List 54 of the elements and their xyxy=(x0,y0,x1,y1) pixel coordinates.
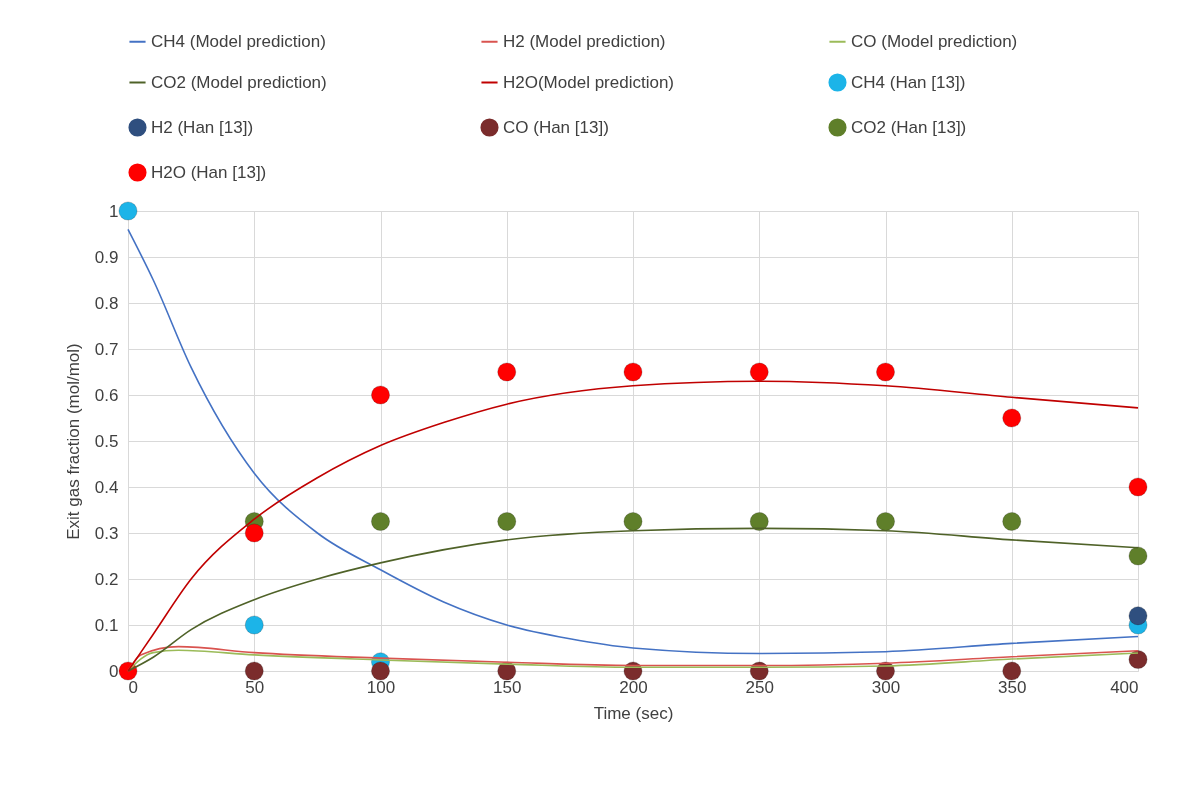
y-tick-label: 0.4 xyxy=(94,477,119,497)
x-tick-label: 100 xyxy=(366,677,396,697)
point xyxy=(623,512,643,531)
point xyxy=(497,512,517,531)
legend-label: CO2 (Model prediction) xyxy=(151,72,327,92)
legend-label: CH4 (Model prediction) xyxy=(151,31,326,51)
y-tick-label: 0.8 xyxy=(94,293,119,313)
x-tick-label: 150 xyxy=(493,677,522,697)
y-tick-label: 0.9 xyxy=(94,247,119,267)
legend-label: H2O(Model prediction) xyxy=(503,72,675,92)
y-tick-label: 0.7 xyxy=(94,339,119,359)
y-axis-title: Exit gas fraction (mol/mol) xyxy=(63,343,83,540)
point xyxy=(244,523,264,543)
legend-label: H2O (Han [13]) xyxy=(151,162,267,182)
x-tick-label: 400 xyxy=(1110,677,1139,697)
point xyxy=(749,512,769,531)
legend-label: H2 (Model prediction) xyxy=(503,31,666,51)
point xyxy=(1128,606,1148,626)
legend-label: CO (Model prediction) xyxy=(851,31,1018,51)
legend-label: H2 (Han [13]) xyxy=(151,117,254,137)
point xyxy=(1128,650,1148,669)
y-tick-label: 0.5 xyxy=(94,431,119,451)
point xyxy=(876,512,895,531)
x-axis-title: Time (sec) xyxy=(593,703,674,723)
legend-label: CO2 (Han [13]) xyxy=(851,117,967,137)
legend-label: CH4 (Han [13]) xyxy=(851,72,966,92)
point xyxy=(118,201,138,221)
y-tick-label: 0.2 xyxy=(94,569,119,589)
point xyxy=(371,385,390,405)
y-tick-label: 0 xyxy=(109,661,119,681)
point xyxy=(1128,546,1148,566)
point xyxy=(623,362,643,382)
point xyxy=(244,615,264,635)
point xyxy=(497,362,517,382)
x-tick-label: 50 xyxy=(245,677,265,697)
y-tick-label: 1 xyxy=(109,201,119,221)
point xyxy=(1128,477,1148,497)
point xyxy=(1002,512,1022,531)
point xyxy=(371,512,390,531)
y-tick-label: 0.3 xyxy=(94,523,119,543)
point xyxy=(1002,661,1022,681)
x-tick-label: 300 xyxy=(871,677,901,697)
legend-label: CO (Han [13]) xyxy=(503,117,609,137)
x-tick-label: 0 xyxy=(128,677,138,697)
x-tick-label: 200 xyxy=(619,677,648,697)
y-tick-label: 0.1 xyxy=(94,615,119,635)
point xyxy=(749,362,769,382)
point xyxy=(1002,408,1022,428)
point xyxy=(876,362,895,382)
x-tick-label: 350 xyxy=(998,677,1027,697)
x-tick-label: 250 xyxy=(745,677,774,697)
point xyxy=(371,661,390,681)
point xyxy=(244,661,264,681)
y-tick-label: 0.6 xyxy=(94,385,119,405)
